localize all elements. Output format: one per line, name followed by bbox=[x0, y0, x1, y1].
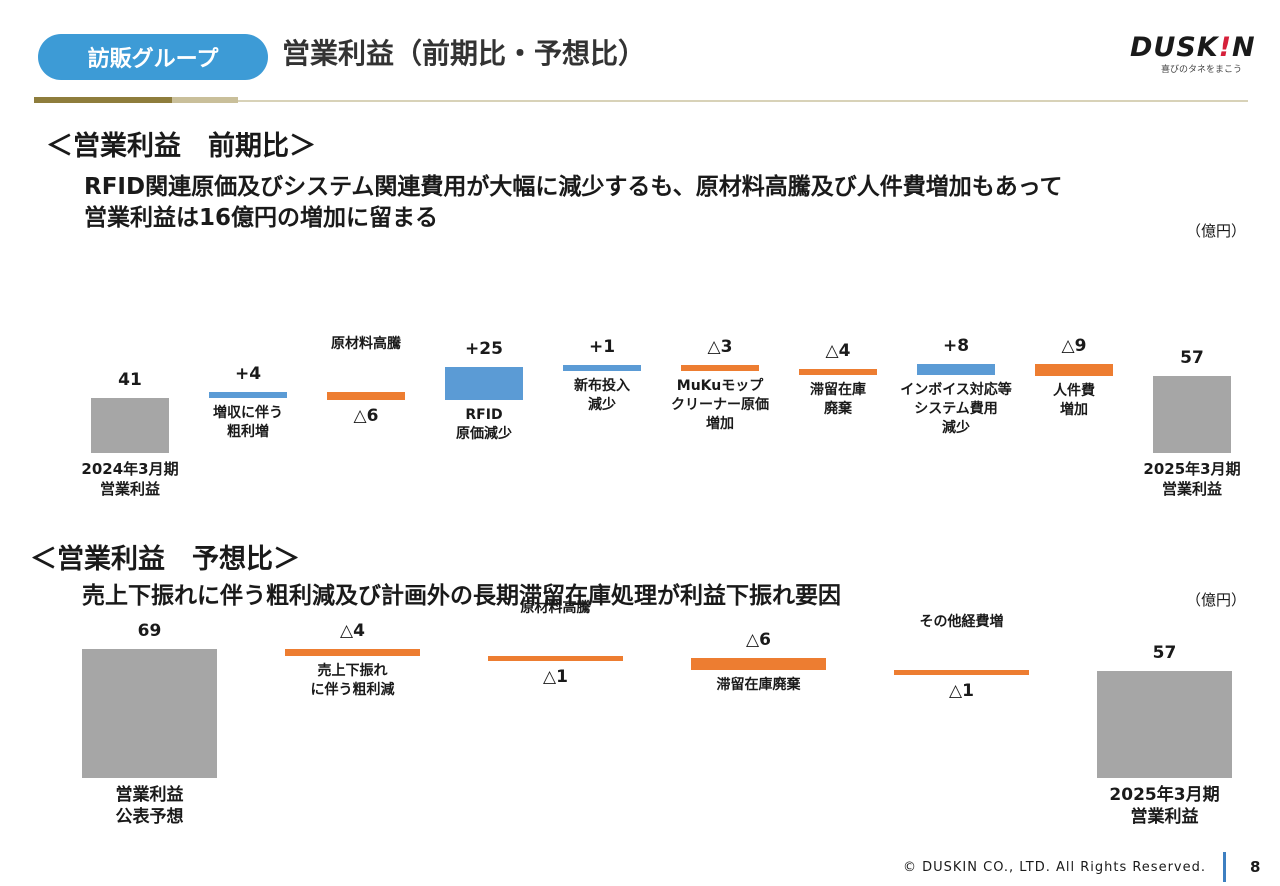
bar-value-label: +4 bbox=[234, 364, 262, 385]
bar-value-label: △1 bbox=[949, 680, 974, 701]
bar-category-label: インボイス対応等 システム費用 減少 bbox=[900, 381, 1012, 438]
waterfall-bar-decrease bbox=[681, 365, 759, 372]
bar-category-label: RFID 原価減少 bbox=[456, 406, 512, 444]
bar-value-label: +8 bbox=[942, 335, 970, 356]
bar-category-label-line: クリーナー原価 bbox=[671, 397, 769, 414]
waterfall-bar-decrease bbox=[894, 669, 1029, 675]
bar-category-label: 新布投入 減少 bbox=[574, 377, 630, 415]
waterfall-bar-decrease bbox=[1035, 363, 1113, 377]
bar-value-label: △4 bbox=[340, 620, 365, 641]
copyright-text: © DUSKIN CO., LTD. All Rights Reserved. bbox=[903, 860, 1206, 875]
section1-heading: ＜営業利益 前期比＞ bbox=[46, 131, 316, 162]
waterfall-bar-decrease bbox=[285, 648, 420, 657]
bar-value-label: △6 bbox=[746, 630, 771, 651]
bar-category-label-line: 原材料高騰 bbox=[331, 336, 401, 353]
waterfall-bar-decrease bbox=[327, 392, 405, 401]
bar-category-label-line: 人件費 bbox=[1053, 383, 1095, 400]
bar-value-label: △9 bbox=[1061, 335, 1087, 356]
waterfall-bar-increase bbox=[917, 363, 995, 375]
page-number: 8 bbox=[1250, 858, 1261, 876]
bar-category-label: 営業利益 公表予想 bbox=[116, 784, 184, 828]
bar-category-label-line: 公表予想 bbox=[115, 807, 184, 827]
waterfall-bar-decrease bbox=[488, 656, 623, 662]
waterfall-bar-increase bbox=[563, 365, 641, 372]
bar-value-label: +25 bbox=[465, 338, 503, 359]
bar-value-label: △3 bbox=[707, 337, 733, 358]
bar-category-label-line: 粗利増 bbox=[227, 424, 269, 441]
section1-unit: （億円） bbox=[1186, 222, 1247, 240]
bar-category-label: 2025年3月期 営業利益 bbox=[1143, 459, 1240, 499]
bar-category-label-line: 廃棄 bbox=[824, 401, 852, 418]
bar-category-label-line: 営業利益 bbox=[1161, 480, 1222, 498]
bar-category-label: 増収に伴う 粗利増 bbox=[213, 404, 283, 442]
bar-category-label: MuKuモップ クリーナー原価 増加 bbox=[671, 377, 769, 434]
bar-category-label-line: 2024年3月期 bbox=[81, 460, 179, 478]
section1-subtitle-line1: RFID関連原価及びシステム関連費用が大幅に減少するも、原材料高騰及び人件費増加… bbox=[84, 174, 1063, 200]
header-rule bbox=[170, 100, 1248, 102]
bar-category-label-line: 滞留在庫 bbox=[810, 382, 866, 399]
bar-category-label-line: 原価減少 bbox=[456, 426, 512, 443]
bar-category-label-line: 増加 bbox=[1060, 402, 1088, 419]
bar-value-label: 57 bbox=[1152, 643, 1177, 664]
bar-category-label: 2024年3月期 営業利益 bbox=[81, 459, 178, 499]
bar-value-label: 41 bbox=[118, 369, 142, 390]
section2-unit: （億円） bbox=[1186, 591, 1247, 609]
bar-category-label: 2025年3月期 営業利益 bbox=[1109, 784, 1219, 828]
bar-value-label: 57 bbox=[1180, 348, 1204, 369]
bar-category-label-line: 営業利益 bbox=[115, 785, 184, 805]
header-rule-accent-light bbox=[172, 97, 238, 103]
bar-category-label-line: 増加 bbox=[706, 416, 734, 433]
bar-value-label: 69 bbox=[137, 620, 162, 641]
bar-category-label-line: 営業利益 bbox=[1130, 807, 1199, 827]
waterfall-bar-decrease bbox=[799, 369, 877, 376]
bar-category-label-line: システム費用 bbox=[914, 400, 998, 417]
logo-text-main: DUSK bbox=[1130, 32, 1219, 63]
waterfall-bar-increase bbox=[445, 366, 523, 401]
footer-divider bbox=[1223, 852, 1226, 882]
bar-category-label-line: RFID bbox=[465, 407, 503, 424]
bar-category-label-line: その他経費増 bbox=[919, 613, 1004, 630]
waterfall-bar-total bbox=[82, 648, 217, 778]
bar-category-label-line: 2025年3月期 bbox=[1143, 460, 1241, 478]
bar-category-label: 滞留在庫廃棄 bbox=[810, 381, 866, 419]
bar-category-label: その他経費増 bbox=[920, 613, 1004, 632]
bar-category-label-line: 減少 bbox=[588, 397, 616, 414]
bar-category-label-line: インボイス対応等 bbox=[900, 381, 1012, 398]
bar-category-label: 原材料高騰 bbox=[331, 335, 401, 354]
bar-category-label: 原材料高騰 bbox=[521, 599, 591, 618]
bar-category-label: 人件費 増加 bbox=[1053, 382, 1095, 420]
header-rule-accent bbox=[34, 97, 172, 103]
bar-category-label-line: 原材料高騰 bbox=[520, 600, 591, 617]
bar-category-label-line: MuKuモップ bbox=[676, 378, 764, 395]
group-label: 訪販グループ bbox=[87, 47, 219, 72]
group-label-pill: 訪販グループ bbox=[38, 34, 268, 80]
bar-value-label: △6 bbox=[353, 406, 379, 427]
bar-value-label: △1 bbox=[543, 667, 568, 688]
section2-subtitle: 売上下振れに伴う粗利減及び計画外の長期滞留在庫処理が利益下振れ要因 bbox=[82, 583, 841, 609]
waterfall-bar-total bbox=[91, 397, 169, 453]
bar-category-label-line: 新布投入 bbox=[574, 378, 630, 395]
bar-category-label-line: 営業利益 bbox=[99, 480, 160, 498]
logo-text-end: N bbox=[1232, 32, 1256, 63]
bar-category-label-line: 売上下振れ bbox=[317, 663, 388, 680]
section2-heading: ＜営業利益 予想比＞ bbox=[30, 544, 300, 575]
bar-category-label-line: に伴う粗利減 bbox=[310, 682, 395, 699]
waterfall-bar-increase bbox=[209, 392, 287, 399]
logo-exclamation: ! bbox=[1218, 32, 1233, 63]
bar-category-label-line: 減少 bbox=[942, 419, 970, 436]
duskin-logo: DUSK!N 喜びのタネをまこう bbox=[1130, 32, 1255, 76]
waterfall-bar-total bbox=[1097, 671, 1232, 778]
waterfall-bar-total bbox=[1153, 376, 1231, 453]
page-title: 営業利益（前期比・予想比） bbox=[282, 37, 647, 70]
bar-value-label: △4 bbox=[825, 341, 851, 362]
bar-value-label: +1 bbox=[588, 337, 616, 358]
bar-category-label-line: 滞留在庫廃棄 bbox=[716, 676, 801, 693]
section1-subtitle-line2: 営業利益は16億円の増加に留まる bbox=[84, 205, 439, 231]
bar-category-label-line: 2025年3月期 bbox=[1109, 785, 1220, 805]
bar-category-label: 売上下振れに伴う粗利減 bbox=[311, 662, 395, 700]
bar-category-label: 滞留在庫廃棄 bbox=[717, 676, 801, 695]
waterfall-bar-decrease bbox=[691, 658, 826, 670]
bar-category-label-line: 増収に伴う bbox=[213, 405, 283, 422]
logo-tagline: 喜びのタネをまこう bbox=[1160, 65, 1242, 75]
